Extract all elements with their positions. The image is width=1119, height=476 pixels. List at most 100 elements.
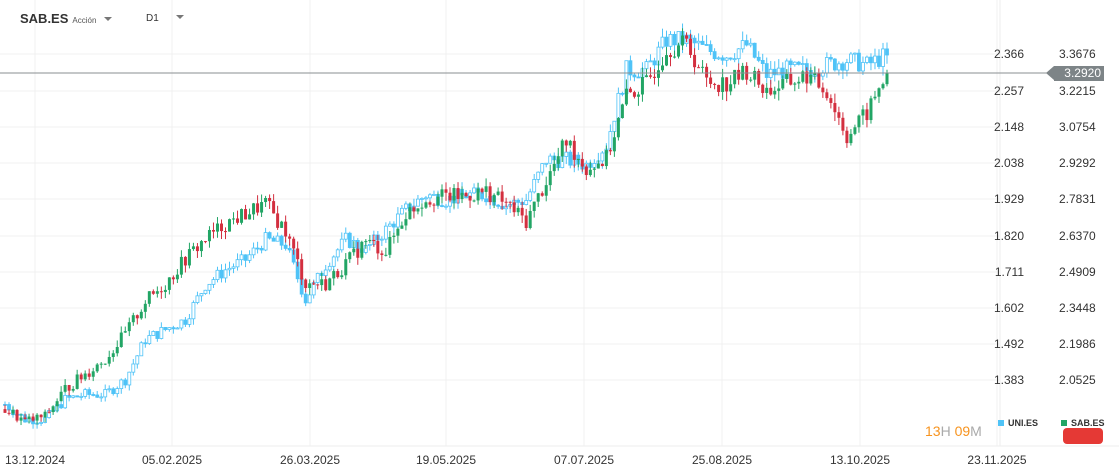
sab-candle [821,87,825,93]
uni-candle [303,293,308,304]
x-axis-tick: 05.02.2025 [142,453,202,467]
uni-candle [668,33,673,47]
sab-candle [316,284,320,286]
uni-candle [195,295,200,303]
x-axis-tick: 26.03.2025 [280,453,340,467]
left-axis-tick: 1.711 [995,265,1024,279]
sab-candle [384,254,388,256]
legend-item-uni[interactable]: UNI.ES [998,418,1038,428]
left-axis-tick: 1.383 [994,373,1024,387]
uni-candle [592,163,597,168]
right-axis-tick: 2.7831 [1059,192,1096,206]
sab-candle [179,256,183,275]
sab-candle [288,236,292,239]
current-price-tag: 3.2920 [1046,66,1104,81]
uni-candle [740,40,745,50]
left-axis-tick: 1.492 [994,337,1024,351]
uni-candle [752,42,757,58]
sab-candle [95,364,99,372]
sab-candle [27,416,31,419]
chevron-down-icon[interactable] [175,15,184,19]
uni-candle [532,179,537,193]
uni-candle [151,331,156,336]
uni-candle [71,395,76,398]
left-axis-tick: 2.038 [994,156,1024,170]
sab-candle [312,283,316,285]
uni-candle [772,68,777,76]
sab-candle [604,150,608,167]
uni-candle [881,48,885,67]
symbol-selector[interactable]: SAB.ES Acción [20,11,113,26]
uni-candle [111,388,116,395]
sab-candle [296,248,300,260]
timeframe-selector[interactable]: D1 [146,13,184,24]
sab-candle [11,409,15,414]
sab-candle [163,289,167,292]
uni-candle [632,74,637,78]
sab-candle [211,229,215,232]
legend-swatch [1061,420,1067,426]
sab-candle [468,195,472,201]
sab-candle [119,332,123,348]
uni-candle [75,395,80,398]
sab-candle [143,303,147,312]
sab-candle [749,79,753,81]
sab-candle [685,35,689,39]
uni-candle [660,36,665,48]
uni-candle [275,235,280,242]
uni-candle [307,294,312,304]
sab-candle [813,72,817,75]
sab-candle [336,271,340,278]
sab-candle [448,192,452,201]
sab-candle [187,249,191,266]
uni-candle [183,319,188,325]
uni-candle [119,379,124,389]
sab-candle [516,207,520,213]
sab-candle [624,88,628,105]
chevron-down-icon[interactable] [104,17,113,21]
sab-candle [440,189,444,197]
sab-candle [207,229,211,242]
right-axis-tick: 2.6370 [1059,229,1096,243]
sab-candle [408,207,412,220]
uni-candle [399,207,404,215]
uni-candle [271,237,276,242]
uni-candle [83,389,88,397]
sab-candle [548,171,552,186]
uni-candle [424,197,428,200]
sab-candle [797,81,801,84]
uni-candle [267,232,272,239]
uni-candle [612,120,617,133]
legend-item-sab[interactable]: SAB.ES [1061,418,1105,428]
timeframe-label: D1 [146,13,159,24]
sab-candle [709,77,713,84]
uni-candle [800,63,805,65]
sab-candle [632,92,636,97]
uni-candle [279,235,284,246]
sab-candle [135,315,139,319]
left-axis-tick: 1.929 [994,192,1024,206]
uni-candle [428,194,432,199]
uni-candle [420,198,424,200]
uni-candle [704,44,709,46]
sab-candle [388,236,392,255]
uni-candle [724,57,729,61]
sab-candle [256,203,260,213]
sab-candle [592,168,596,170]
sab-candle [556,156,560,164]
uni-candle [103,389,108,398]
sab-candle [877,88,881,97]
uni-candle [736,48,741,60]
sab-candle [428,202,432,205]
uni-candle [315,272,320,283]
sab-candle [689,38,693,55]
sab-candle [753,70,757,80]
sab-candle [833,102,837,113]
x-axis-tick: 25.08.2025 [692,453,752,467]
uni-candle [528,191,533,201]
uni-candle [708,44,713,52]
sab-candle [777,88,781,91]
sab-candle [841,117,845,131]
sab-candle [372,239,376,242]
